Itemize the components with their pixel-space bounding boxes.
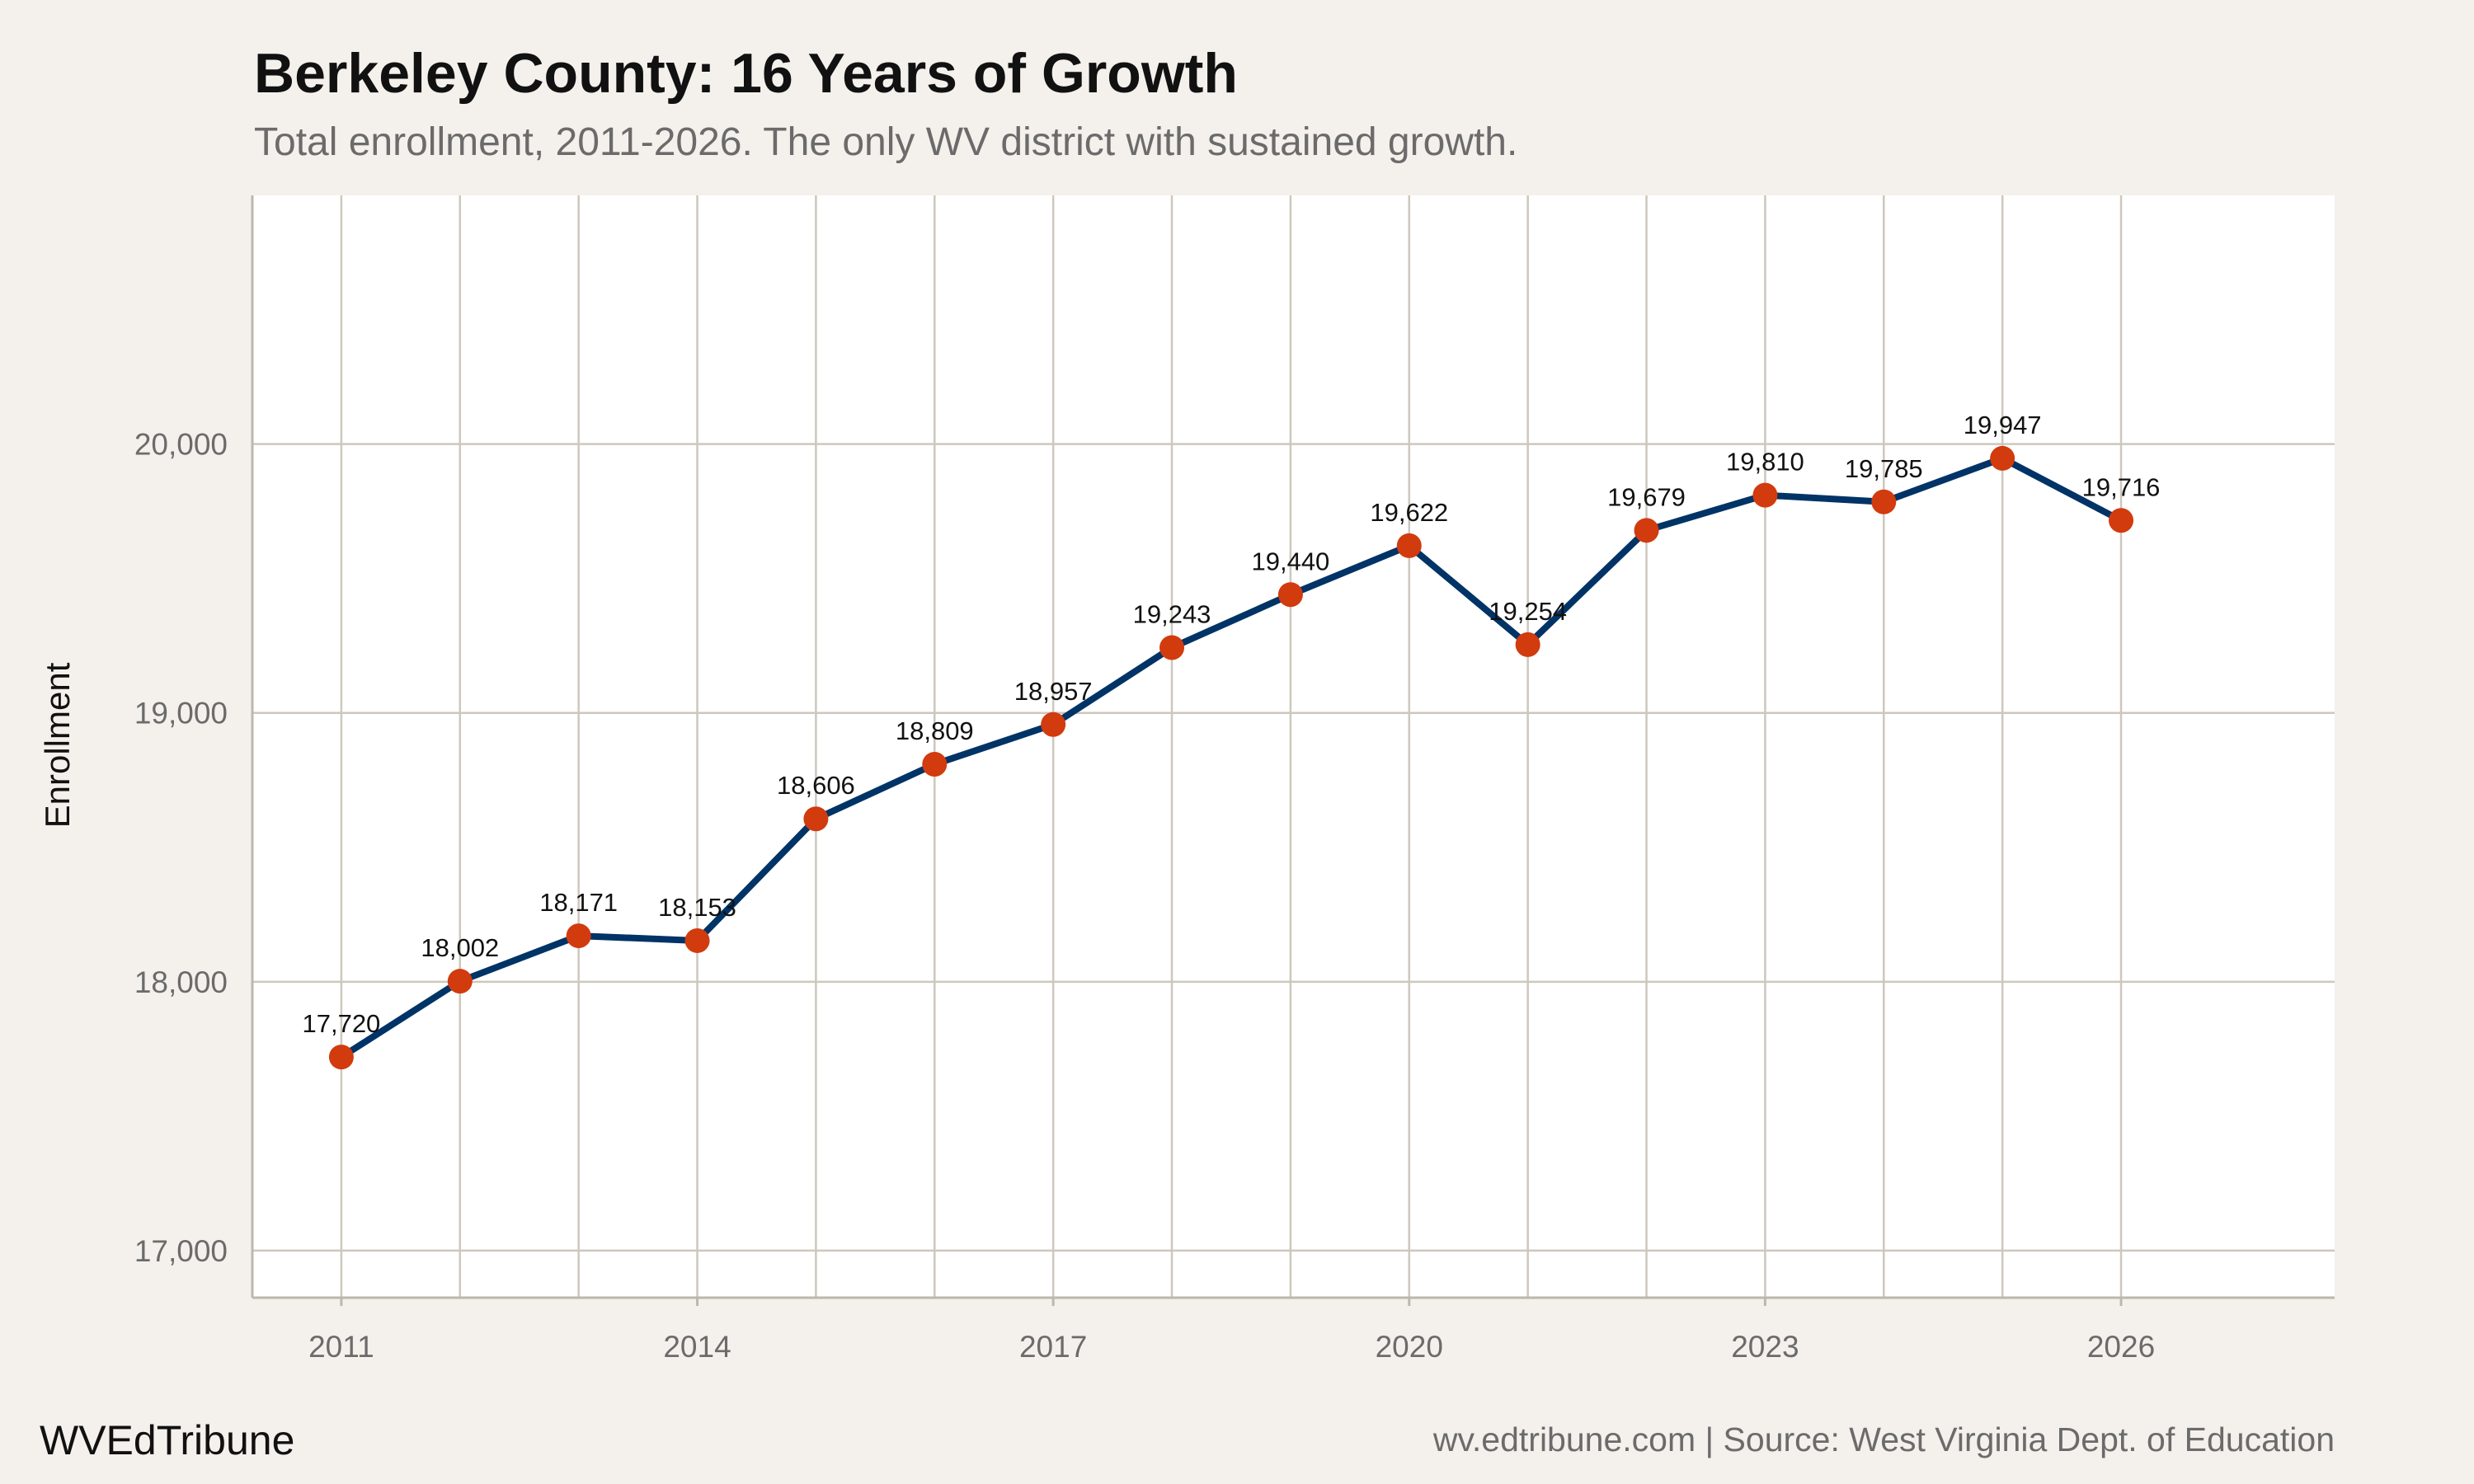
footer-source: wv.edtribune.com | Source: West Virginia… [1432, 1421, 2335, 1458]
tick-labels: 17,000 18,000 19,000 20,000 2011 2014 2017 2020… [134, 428, 2155, 1364]
data-point [1990, 445, 2015, 471]
data-label: 18,171 [539, 888, 618, 917]
x-tick-label: 2023 [1731, 1330, 1799, 1364]
data-point [803, 806, 829, 832]
y-axis-label: Enrollment [38, 662, 77, 828]
data-label: 19,716 [2082, 472, 2161, 501]
data-point [1871, 489, 1897, 514]
series-line [339, 454, 2123, 1060]
data-label: 19,440 [1251, 547, 1329, 575]
data-point [328, 1045, 354, 1070]
data-point [1159, 635, 1185, 660]
data-point [566, 923, 591, 949]
data-point [1041, 711, 1066, 737]
data-point [1277, 582, 1303, 608]
data-label: 18,809 [896, 716, 974, 745]
chart-subtitle: Total enrollment, 2011-2026. The only WV… [254, 120, 1517, 164]
data-label: 19,785 [1845, 454, 1923, 483]
y-tick-label: 20,000 [134, 428, 228, 462]
data-label: 18,153 [658, 893, 736, 922]
y-tick-label: 18,000 [134, 965, 228, 999]
x-tick-label: 2011 [308, 1330, 374, 1364]
data-label: 19,679 [1607, 482, 1686, 511]
data-label: 18,606 [777, 771, 855, 800]
data-labels: 17,720 18,002 18,171 18,153 18,606 18,809 18,9… [302, 411, 2160, 1038]
data-point [1634, 518, 1659, 543]
x-tick-label: 2014 [663, 1330, 731, 1364]
data-label: 19,810 [1726, 448, 1804, 477]
footer-brand: WVEdTribune [40, 1417, 294, 1463]
data-points [328, 445, 2134, 1070]
data-label: 19,947 [1964, 411, 2042, 439]
data-point [1396, 533, 1422, 558]
chart-title: Berkeley County: 16 Years of Growth [254, 42, 1238, 105]
data-point [2109, 508, 2134, 533]
plot-panel [252, 195, 2335, 1298]
x-tick-label: 2017 [1019, 1330, 1087, 1364]
data-point [922, 752, 948, 777]
data-label: 19,622 [1370, 498, 1448, 527]
x-tick-label: 2026 [2087, 1330, 2155, 1364]
data-label: 19,243 [1133, 599, 1211, 628]
data-point [1752, 482, 1778, 508]
data-label: 19,254 [1489, 597, 1567, 626]
data-point [447, 969, 473, 994]
data-label: 18,002 [421, 933, 499, 962]
data-label: 17,720 [302, 1009, 380, 1038]
data-point [684, 928, 710, 953]
data-point [1515, 632, 1540, 657]
x-tick-label: 2020 [1376, 1330, 1443, 1364]
gridlines [252, 195, 2335, 1298]
data-label: 18,957 [1014, 677, 1093, 706]
y-tick-label: 17,000 [134, 1234, 228, 1268]
y-tick-label: 19,000 [134, 697, 228, 730]
